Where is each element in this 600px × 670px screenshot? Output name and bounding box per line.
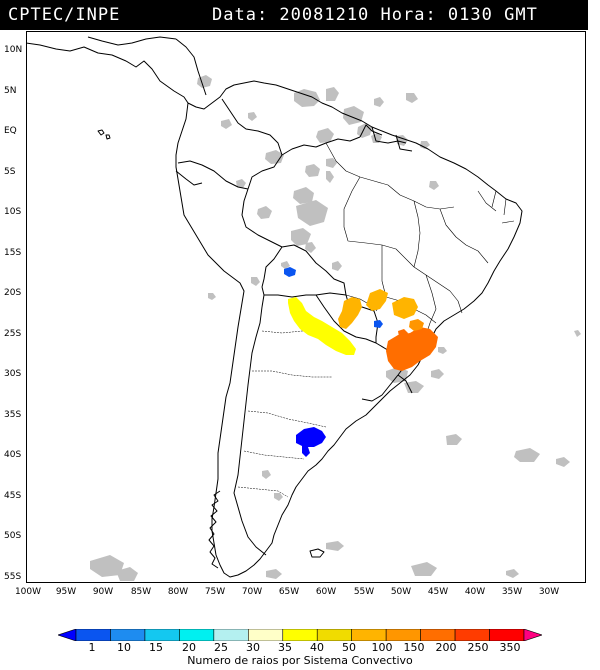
system-orange-dark-2 — [409, 319, 424, 331]
lat-label: 35S — [4, 410, 22, 420]
lat-label: 25S — [4, 329, 22, 339]
continent-outlines — [26, 36, 523, 578]
colorbar-label: 15 — [149, 641, 163, 654]
lat-label: 30S — [4, 369, 22, 379]
venezuela-brazil-border — [281, 136, 361, 156]
colorbar-cell — [385, 629, 421, 641]
system-blue-tail — [302, 445, 310, 457]
colombia-peru-border — [177, 160, 249, 190]
system-blue-small — [284, 267, 296, 277]
lon-label: 30W — [538, 587, 560, 597]
lon-label: 75W — [204, 587, 226, 597]
chile-argentina-border — [233, 306, 267, 556]
bolivia-brazil-border — [281, 244, 347, 296]
colorbar-cell — [282, 629, 318, 641]
colorbar-cell — [316, 629, 352, 641]
convective-systems — [284, 267, 438, 457]
colorbar-label: 100 — [371, 641, 393, 654]
colorbar-cell — [75, 629, 111, 641]
system-orange-light-1 — [338, 297, 362, 329]
lon-label: 90W — [92, 587, 114, 597]
guyanas-borders — [359, 124, 413, 152]
lon-label: 85W — [130, 587, 152, 597]
colorbar-label: 10 — [117, 641, 131, 654]
colorbar-label: 1 — [88, 641, 96, 654]
lon-label: 60W — [315, 587, 337, 597]
colorbar — [58, 629, 542, 641]
system-orange-dark — [386, 327, 438, 371]
colorbar-label: 150 — [403, 641, 425, 654]
lat-label: EQ — [4, 126, 17, 136]
colorbar-label: 20 — [182, 641, 196, 654]
colorbar-cell — [489, 629, 525, 641]
lat-label: 55S — [4, 572, 22, 582]
colorbar-label: 40 — [310, 641, 324, 654]
header-source: CPTEC/INPE — [8, 5, 121, 25]
lon-label: 40W — [464, 587, 486, 597]
lat-label: 5S — [4, 167, 16, 177]
system-blue-large — [296, 427, 326, 447]
lat-label: 40S — [4, 450, 22, 460]
colorbar-cell — [351, 629, 387, 641]
colorbar-label: 30 — [246, 641, 260, 654]
lon-label: 80W — [167, 587, 189, 597]
map-canvas — [26, 36, 581, 581]
colorbar-cell — [58, 629, 77, 641]
colorbar-cell — [420, 629, 456, 641]
lon-label: 35W — [501, 587, 523, 597]
colorbar-label: 35 — [278, 641, 292, 654]
lat-label: 10S — [4, 207, 22, 217]
colorbar-label: 200 — [435, 641, 457, 654]
peru-bolivia-border — [261, 246, 283, 288]
colorbar-cell — [454, 629, 490, 641]
colombia-brazil-border — [247, 154, 283, 190]
header-bar: CPTEC/INPE Data: 20081210 Hora: 0130 GMT — [0, 0, 588, 30]
map-frame — [26, 31, 586, 583]
colorbar-label: 350 — [499, 641, 521, 654]
lat-label: 50S — [4, 531, 22, 541]
lon-label: 95W — [55, 587, 77, 597]
lat-label: 45S — [4, 491, 22, 501]
lat-label: 15S — [4, 248, 22, 258]
brazil-states — [325, 142, 515, 336]
lon-label: 55W — [353, 587, 375, 597]
lat-label: 5N — [4, 86, 17, 96]
colorbar-cell — [523, 629, 542, 641]
colorbar-cell — [248, 629, 284, 641]
lon-label: 50W — [390, 587, 412, 597]
argentina-provinces — [237, 330, 332, 498]
uruguay-border — [361, 374, 413, 402]
header-datetime: Data: 20081210 Hora: 0130 GMT — [212, 5, 538, 25]
lat-label: 10N — [4, 45, 23, 55]
lon-label: 45W — [427, 587, 449, 597]
colorbar-cell — [144, 629, 180, 641]
colorbar-cell — [213, 629, 249, 641]
system-orange-light-3 — [392, 297, 418, 319]
colorbar-label: 50 — [342, 641, 356, 654]
colorbar-caption: Numero de raios por Sistema Convectivo — [187, 654, 413, 667]
cloud-patches — [90, 75, 581, 581]
colorbar-label: 250 — [467, 641, 489, 654]
colombia-venezuela-border — [221, 98, 283, 156]
lon-label: 65W — [278, 587, 300, 597]
lon-label: 100W — [14, 587, 42, 597]
chile-bolivia-border — [261, 286, 265, 308]
ecuador-peru-border — [175, 170, 203, 186]
system-yellow — [288, 297, 356, 355]
colorbar-label: 25 — [214, 641, 228, 654]
peru-brazil-border — [241, 188, 283, 248]
lon-label: 70W — [241, 587, 263, 597]
lat-label: 20S — [4, 288, 22, 298]
system-blue-mid — [374, 320, 383, 328]
paraguay-argentina-border — [315, 294, 377, 344]
south-america-coast — [175, 80, 523, 578]
system-orange-dark-3 — [398, 329, 408, 338]
system-orange-light-2 — [366, 289, 388, 311]
colorbar-cell — [110, 629, 146, 641]
bolivia-argentina-border — [264, 294, 316, 298]
colorbar-cell — [179, 629, 215, 641]
